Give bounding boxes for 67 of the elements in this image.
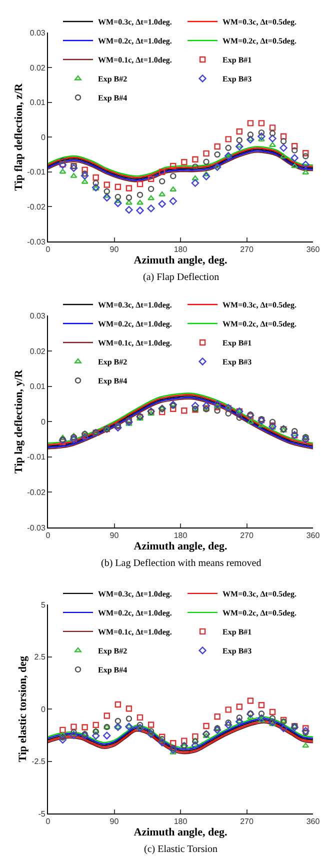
legend-label: WM=0.2c, Δt=1.0deg. [98,36,172,46]
x-tick-label: 180 [174,531,188,540]
x-tick-label: 90 [110,245,120,254]
legend-label: WM=0.3c, Δt=1.0deg. [98,18,172,27]
legend-label: WM=0.2c, Δt=0.5deg. [222,320,296,329]
legend-label: Exp B#4 [98,94,128,103]
legend-label: WM=0.3c, Δt=0.5deg. [222,590,296,599]
legend-label: Exp B#2 [98,74,128,84]
x-tick-label: 90 [110,531,120,540]
x-tick-label: 180 [174,817,188,826]
x-axis-title: Azimuth angle, deg. [134,254,228,266]
y-tick-label: 0.02 [30,63,46,72]
legend-label: Exp B#1 [222,338,252,348]
x-tick-label: 360 [306,245,320,254]
text: (b) Lag Deflection with means removed [101,558,262,569]
y-tick-label: 0.03 [30,28,46,38]
y-axis-title: Tip lag deflection, y/R [12,368,25,474]
x-tick-label: 270 [240,245,254,254]
legend-label: Exp B#3 [222,646,252,656]
y-tick-label: 0 [40,417,46,426]
legend-label: Exp B#2 [98,358,128,367]
y-tick-label: -0.02 [27,202,46,212]
legend-label: Exp B#3 [222,74,252,84]
y-tick-label: 0.03 [30,312,46,321]
legend-label: Exp B#4 [98,666,128,675]
y-tick-label: 2.5 [34,652,46,662]
y-tick-label: 0 [40,704,46,714]
y-tick-label: -0.03 [27,523,46,532]
x-tick-label: 270 [240,817,254,826]
y-tick-label: -2.5 [32,757,46,766]
legend-label: WM=0.3c, Δt=0.5deg. [222,18,296,27]
y-tick-label: -0.02 [27,488,46,497]
y-tick-label: -0.01 [27,452,46,462]
x-tick-label: 180 [174,245,188,254]
legend-label: WM=0.2c, Δt=0.5deg. [222,608,296,618]
legend-label: WM=0.1c, Δt=1.0deg. [98,338,172,348]
legend-label: WM=0.1c, Δt=1.0deg. [98,628,172,637]
legend-label: Exp B#2 [98,646,128,656]
y-tick-label: -0.01 [27,168,46,177]
y-tick-label: 0.01 [30,382,46,392]
legend-label: WM=0.3c, Δt=0.5deg. [222,300,296,310]
text: (a) Flap Deflection [143,272,220,283]
legend-label: WM=0.2c, Δt=0.5deg. [222,36,296,46]
y-axis-title: Tip flap deflection, z/R [12,82,25,191]
y-tick-label: 0.02 [30,346,46,356]
x-tick-label: 360 [306,531,320,540]
y-tick-label: 5 [40,600,46,610]
y-tick-label: -0.03 [27,237,46,246]
y-tick-label: 0 [40,132,46,142]
x-axis-title: Azimuth angle, deg. [134,826,228,838]
legend-label: Exp B#1 [222,628,252,637]
y-axis-title: Tip elastic torsion, deg [17,656,30,762]
x-tick-label: 270 [240,531,254,540]
x-tick-label: 90 [110,817,120,826]
y-tick-label: 0.01 [30,98,46,108]
legend-label: Exp B#3 [222,358,252,367]
y-tick-label: -5 [38,809,46,818]
legend-label: WM=0.3c, Δt=1.0deg. [98,300,172,310]
legend-label: WM=0.2c, Δt=1.0deg. [98,608,172,618]
legend-label: Exp B#1 [222,56,252,65]
legend-label: Exp B#4 [98,376,128,386]
legend-label: WM=0.1c, Δt=1.0deg. [98,56,172,65]
legend-label: WM=0.2c, Δt=1.0deg. [98,320,172,329]
text: (c) Elastic Torsion [144,844,218,855]
x-tick-label: 360 [306,817,320,826]
x-axis-title: Azimuth angle, deg. [134,540,228,552]
legend-label: WM=0.3c, Δt=1.0deg. [98,590,172,599]
